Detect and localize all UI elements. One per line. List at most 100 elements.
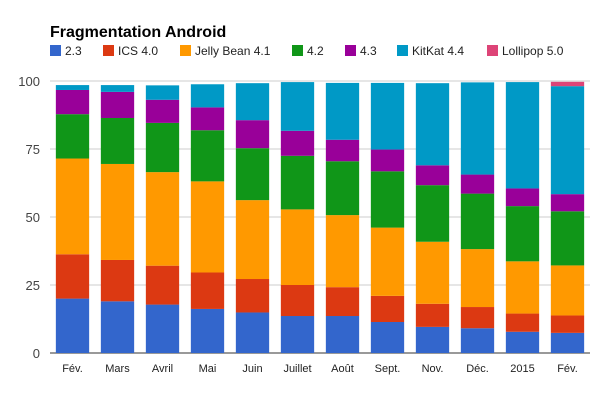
bar-2-3 <box>145 122 180 173</box>
legend-label-1: ICS 4.0 <box>118 44 158 58</box>
bar-7-5 <box>370 82 405 150</box>
bar-10-2 <box>505 261 540 314</box>
x-tick-label-1: Mars <box>105 363 130 375</box>
bar-3-4 <box>190 107 225 131</box>
bar-9-5 <box>460 82 495 175</box>
bar-0-1 <box>55 254 90 299</box>
bar-4-5 <box>235 83 270 121</box>
bar-9-0 <box>460 328 495 353</box>
chart-title: Fragmentation Android <box>50 24 226 41</box>
bar-10-5 <box>505 82 540 189</box>
y-axis-ticks: 0 25 50 75 100 <box>18 74 40 361</box>
legend-label-2: Jelly Bean 4.1 <box>195 44 271 58</box>
bar-6-3 <box>325 161 360 216</box>
bar-5-0 <box>280 316 315 353</box>
x-tick-label-11: Fév. <box>557 363 578 375</box>
legend-label-3: 4.2 <box>307 44 324 58</box>
bar-11-2 <box>550 265 585 316</box>
bars <box>55 81 585 353</box>
y-tick-label-3: 75 <box>26 142 40 157</box>
bar-2-5 <box>145 85 180 100</box>
bar-4-1 <box>235 279 270 313</box>
bar-1-5 <box>100 85 135 92</box>
x-tick-label-5: Juillet <box>283 363 311 375</box>
bar-10-0 <box>505 331 540 353</box>
bar-11-1 <box>550 315 585 333</box>
bar-2-2 <box>145 172 180 266</box>
bar-9-2 <box>460 249 495 308</box>
gridlines <box>50 80 590 354</box>
bar-9-4 <box>460 174 495 194</box>
bar-7-1 <box>370 295 405 322</box>
bar-3-1 <box>190 272 225 309</box>
legend-swatch-1 <box>103 45 114 56</box>
bar-2-4 <box>145 99 180 123</box>
legend-swatch-3 <box>292 45 303 56</box>
bar-5-4 <box>280 130 315 156</box>
bar-3-2 <box>190 181 225 273</box>
legend-swatch-5 <box>397 45 408 56</box>
legend-swatch-6 <box>487 45 498 56</box>
bar-3-0 <box>190 308 225 353</box>
bar-1-2 <box>100 163 135 260</box>
bar-4-3 <box>235 148 270 201</box>
legend-swatch-4 <box>345 45 356 56</box>
bar-8-4 <box>415 165 450 186</box>
legend-label-5: KitKat 4.4 <box>412 44 464 58</box>
y-tick-label-4: 100 <box>18 74 40 89</box>
x-axis-labels: Fév. Mars Avril Mai Juin Juillet Août Sept. Nov.… <box>62 363 578 375</box>
bar-11-3 <box>550 211 585 266</box>
bar-5-3 <box>280 155 315 210</box>
x-tick-label-4: Juin <box>242 363 262 375</box>
bar-0-2 <box>55 158 90 255</box>
x-tick-label-0: Fév. <box>62 363 83 375</box>
legend-swatch-0 <box>50 45 61 56</box>
bar-9-3 <box>460 193 495 250</box>
bar-11-5 <box>550 86 585 195</box>
bar-11-4 <box>550 194 585 212</box>
legend: 2.3 ICS 4.0 Jelly Bean 4.1 4.2 4.3 KitKat 4.4… <box>50 44 564 58</box>
bar-10-4 <box>505 188 540 207</box>
bar-2-1 <box>145 265 180 305</box>
bar-0-5 <box>55 85 90 90</box>
y-tick-label-2: 50 <box>26 210 40 225</box>
x-tick-label-10: 2015 <box>510 363 534 375</box>
bar-0-4 <box>55 89 90 115</box>
bar-4-4 <box>235 120 270 149</box>
bar-4-2 <box>235 200 270 280</box>
legend-label-0: 2.3 <box>65 44 82 58</box>
bar-11-0 <box>550 332 585 353</box>
bar-10-3 <box>505 206 540 262</box>
bar-2-0 <box>145 304 180 353</box>
legend-label-4: 4.3 <box>360 44 377 58</box>
x-tick-label-9: Déc. <box>466 363 489 375</box>
bar-3-5 <box>190 84 225 108</box>
bar-6-0 <box>325 316 360 353</box>
x-tick-label-7: Sept. <box>375 363 401 375</box>
x-tick-label-6: Août <box>331 363 354 375</box>
bar-6-1 <box>325 287 360 317</box>
bar-6-4 <box>325 139 360 162</box>
bar-1-0 <box>100 301 135 353</box>
bar-8-0 <box>415 326 450 353</box>
bar-5-2 <box>280 209 315 285</box>
bar-4-0 <box>235 312 270 353</box>
x-tick-label-8: Nov. <box>422 363 444 375</box>
bar-3-3 <box>190 130 225 182</box>
legend-label-6: Lollipop 5.0 <box>502 44 564 58</box>
bar-1-3 <box>100 117 135 164</box>
bar-7-2 <box>370 227 405 296</box>
bar-5-1 <box>280 285 315 317</box>
bar-6-2 <box>325 215 360 288</box>
bar-6-5 <box>325 82 360 140</box>
bar-10-1 <box>505 313 540 332</box>
y-tick-label-1: 25 <box>26 278 40 293</box>
y-tick-label-0: 0 <box>33 346 40 361</box>
x-tick-label-3: Mai <box>199 363 217 375</box>
bar-8-2 <box>415 241 450 304</box>
bar-8-1 <box>415 303 450 327</box>
bar-1-4 <box>100 91 135 118</box>
bar-7-0 <box>370 321 405 353</box>
